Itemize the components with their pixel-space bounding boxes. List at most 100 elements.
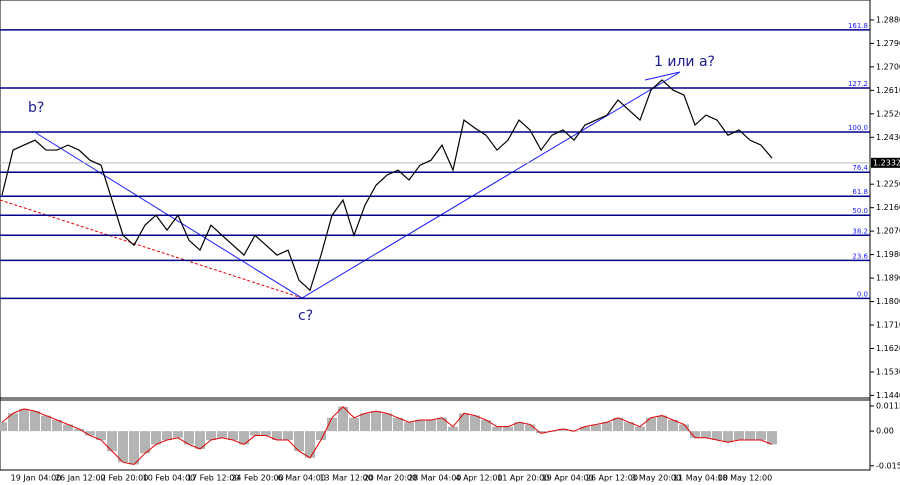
osc-bar [756,431,766,440]
osc-bar [745,431,755,440]
osc-bar [448,426,458,432]
y-tick-label: 1.1620 [876,344,900,353]
osc-bar [503,426,513,432]
osc-line [1,405,773,465]
level-label: 76.4 [852,164,868,172]
osc-bar [767,431,777,445]
osc-bar [217,431,227,438]
osc-bar [305,431,315,458]
level-label: 100.0 [848,124,868,132]
x-tick-label: 19 Jan 04:00 [11,474,62,483]
osc-bar [712,431,722,440]
osc-bar [8,413,18,432]
x-tick-label: 26 Jan 12:00 [55,474,106,483]
last-price-box [871,157,900,168]
osc-bar [129,431,139,465]
y-tick-label: -0.01559 [876,461,900,470]
y-tick-label: 0.00 [876,427,894,436]
osc-bar [184,431,194,445]
osc-bar [316,431,326,440]
osc-bar [536,431,546,434]
y-tick-label: 1.1530 [876,367,900,376]
price-line [1,79,773,292]
y-tick-label: 1.2790 [876,39,900,48]
y-tick-label: 1.2520 [876,109,900,118]
osc-bar [338,406,348,432]
x-tick-label: 11 May 04:00 [673,474,728,483]
osc-bar [151,431,161,445]
osc-bar [0,422,7,432]
level-label: 127.2 [848,80,868,88]
osc-bar [96,431,106,440]
osc-bar [327,417,337,432]
osc-bar [140,431,150,454]
osc-bar [404,422,414,432]
osc-bar [415,420,425,432]
osc-bar [393,417,403,432]
x-tick-label: 6 Mar 04:00 [278,474,326,483]
osc-bar [272,431,282,440]
x-tick-label: 20 Mar 20:00 [364,474,417,483]
osc-bar [437,417,447,432]
osc-bar [580,426,590,432]
level-label: 23.6 [852,252,868,260]
osc-bar [41,415,51,432]
level-label: 38.2 [852,227,868,235]
osc-bar [635,426,645,432]
osc-bar [624,422,634,432]
y-tick-label: 1.2160 [876,203,900,212]
osc-bar [63,424,73,432]
osc-bar [525,424,535,432]
level-label: 50.0 [852,207,868,215]
osc-bar [173,431,183,438]
y-tick-label: 1.2880 [876,15,900,24]
osc-bar [371,411,381,432]
osc-bar [426,420,436,432]
osc-bar [591,424,601,432]
trend-line [0,199,303,299]
x-tick-label: 3 May 20:00 [631,474,681,483]
osc-bar [679,424,689,432]
annotation: 1 или а? [654,54,715,70]
x-tick-label: 17 Feb 12:00 [187,474,239,483]
osc-bar [283,431,293,440]
x-tick-label: 19 Apr 04:00 [542,474,594,483]
osc-bar [74,428,84,432]
annotation: b? [28,100,44,116]
x-tick-label: 11 Apr 20:00 [497,474,549,483]
osc-bar [52,420,62,432]
osc-bar [349,417,359,432]
y-tick-label: 1.1440 [876,391,900,400]
x-tick-label: 18 May 12:00 [717,474,772,483]
osc-bar [734,431,744,440]
osc-bar [162,431,172,440]
annotation: c? [298,308,313,324]
osc-bar [668,420,678,432]
osc-bar [514,422,524,432]
x-tick-label: 4 Apr 12:00 [455,474,502,483]
osc-bar [239,431,249,445]
osc-bar [613,417,623,432]
x-tick-label: 13 Mar 12:00 [319,474,372,483]
osc-bar [107,431,117,452]
x-tick-label: 26 Apr 12:00 [586,474,638,483]
osc-bar [459,413,469,432]
x-tick-label: 28 Mar 04:00 [408,474,461,483]
osc-bar [360,413,370,432]
x-tick-label: 10 Feb 04:00 [143,474,195,483]
y-tick-label: 1.2250 [876,180,900,189]
osc-bar [228,431,238,440]
osc-bar [118,431,128,463]
osc-bar [85,431,95,436]
osc-bar [261,431,271,436]
level-label: 161.8 [848,22,868,30]
osc-bar [558,428,568,432]
osc-bar [723,431,733,443]
level-label: 0.0 [857,290,868,298]
y-tick-label: 1.2070 [876,227,900,236]
y-tick-label: 1.1890 [876,274,900,283]
y-tick-label: 1.2610 [876,86,900,95]
osc-bar [250,431,260,436]
osc-bar [701,431,711,438]
